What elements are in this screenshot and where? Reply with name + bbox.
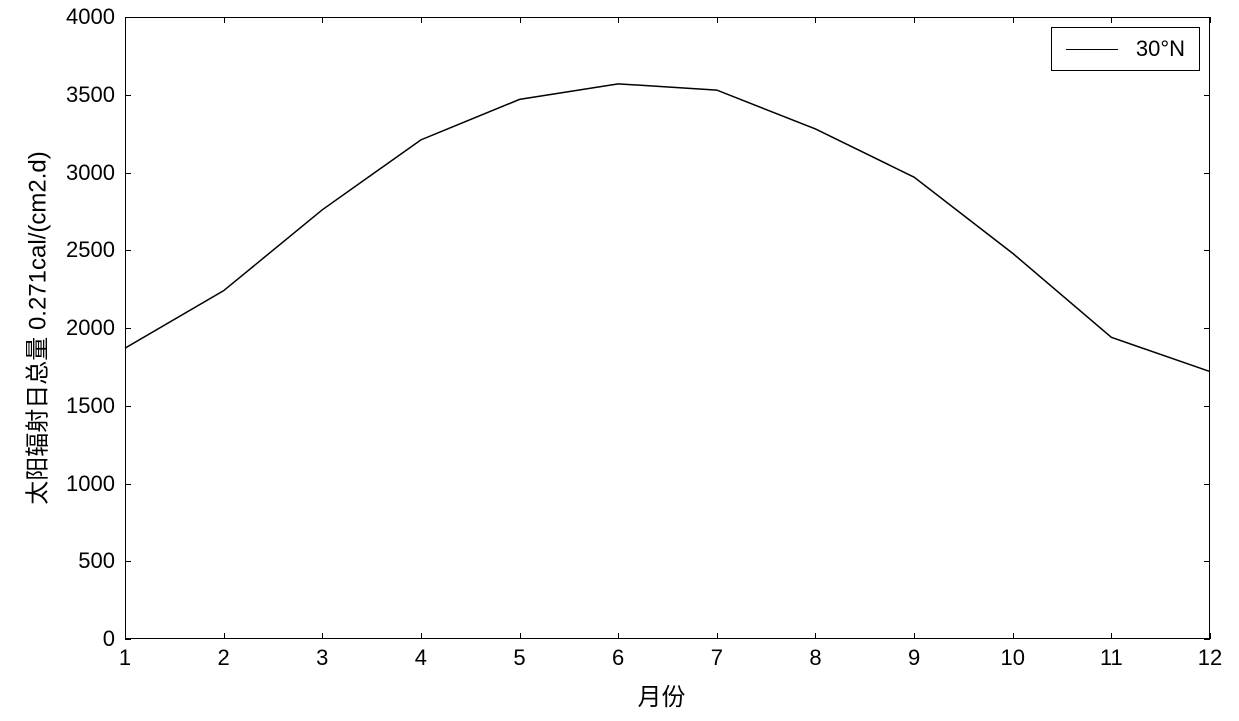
series-line	[0, 0, 1239, 721]
chart-container: 太阳辐射日总量 0.271cal/(cm2.d) 月份 30°N 0500100…	[0, 0, 1239, 721]
